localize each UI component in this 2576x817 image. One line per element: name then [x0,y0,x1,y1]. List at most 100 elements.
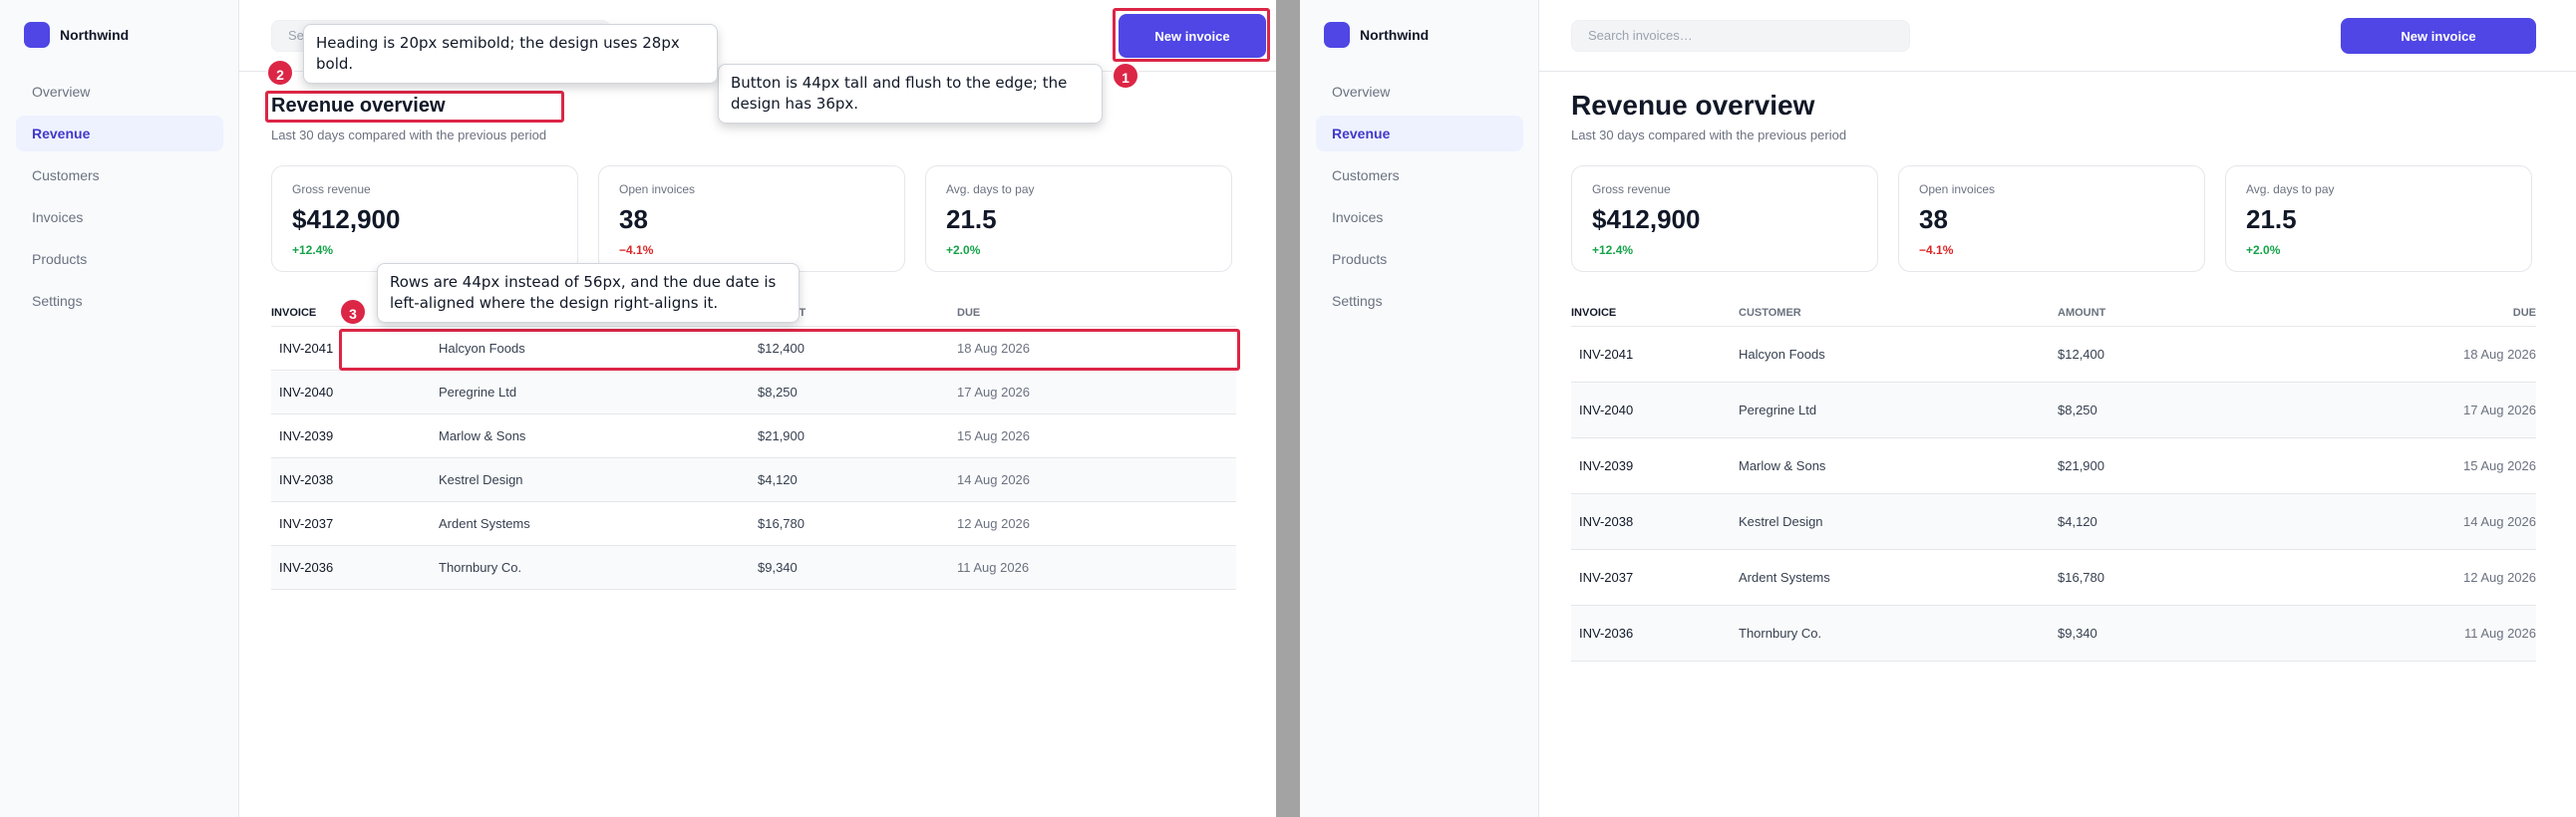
cell-amount: $21,900 [2058,458,2104,473]
annotation-callout-3: Rows are 44px instead of 56px, and the d… [377,263,800,323]
stat-label: Avg. days to pay [2246,182,2335,196]
cell-due: 14 Aug 2026 [2462,514,2536,529]
stat-value: 38 [619,204,648,234]
table-row[interactable]: INV-2039 Marlow & Sons $21,900 15 Aug 20… [1571,438,2536,494]
cell-due: 15 Aug 2026 [957,428,1031,443]
stat-value: 38 [1919,204,1948,234]
main-content: Search invoices… New invoice Revenue ove… [1539,0,2576,817]
cell-amount: $21,900 [758,428,805,443]
stat-label: Avg. days to pay [946,182,1035,196]
annotation-badge-1: 1 [1112,62,1139,90]
cell-amount: $4,120 [2058,514,2097,529]
table-row[interactable]: INV-2040 Peregrine Ltd $8,250 17 Aug 202… [271,371,1236,414]
sidebar-item-settings[interactable]: Settings [1332,293,1383,309]
sidebar-item-settings[interactable]: Settings [32,293,83,309]
sidebar-item-overview[interactable]: Overview [32,84,91,100]
table-row[interactable]: INV-2037 Ardent Systems $16,780 12 Aug 2… [271,502,1236,546]
cell-amount: $12,400 [2058,347,2104,362]
cell-invoice: INV-2036 [1579,626,1634,641]
column-header-due[interactable]: DUE [957,306,981,319]
stat-card-avg-days-to-pay: Avg. days to pay 21.5 +2.0% [2225,165,2532,272]
cell-due: 15 Aug 2026 [2462,458,2536,473]
stat-value: 21.5 [2246,204,2297,234]
stat-card-avg-days-to-pay: Avg. days to pay 21.5 +2.0% [925,165,1232,272]
stat-delta: +12.4% [292,243,334,257]
sidebar-item-customers[interactable]: Customers [32,167,100,183]
new-invoice-button[interactable]: New invoice [1119,14,1266,58]
cell-customer: Kestrel Design [439,472,523,487]
page-title: Revenue overview [271,95,446,117]
stat-label: Gross revenue [1592,182,1671,196]
annotation-callout-2: Heading is 20px semibold; the design use… [303,24,718,84]
table-row[interactable]: INV-2037 Ardent Systems $16,780 12 Aug 2… [1571,550,2536,606]
stat-value: $412,900 [1592,204,1701,234]
stats-row: Gross revenue $412,900 +12.4% Open invoi… [1571,165,2532,272]
stat-label: Open invoices [1919,182,1996,196]
stat-delta: +12.4% [1592,243,1634,257]
cell-invoice: INV-2040 [279,385,334,400]
table-row[interactable]: INV-2041 Halcyon Foods $12,400 18 Aug 20… [1571,327,2536,383]
table-row[interactable]: INV-2038 Kestrel Design $4,120 14 Aug 20… [1571,494,2536,550]
cell-due: 12 Aug 2026 [957,516,1031,531]
stat-card-gross-revenue: Gross revenue $412,900 +12.4% [271,165,578,272]
stat-label: Gross revenue [292,182,371,196]
cell-due: 14 Aug 2026 [957,472,1031,487]
cell-invoice: INV-2041 [1579,347,1634,362]
sidebar-item-products[interactable]: Products [1332,251,1388,267]
sidebar-item-customers[interactable]: Customers [1332,167,1400,183]
stat-value: $412,900 [292,204,401,234]
cell-due: 17 Aug 2026 [957,385,1031,400]
cell-amount: $12,400 [758,341,805,356]
cell-invoice: INV-2038 [279,472,334,487]
cell-customer: Halcyon Foods [1739,347,1825,362]
column-header-invoice[interactable]: INVOICE [271,306,317,319]
sidebar-item-revenue[interactable]: Revenue [16,116,223,151]
cell-invoice: INV-2039 [279,428,334,443]
column-header-amount[interactable]: AMOUNT [2058,306,2106,319]
cell-amount: $16,780 [758,516,805,531]
main-content: Search invoices… New invoice Revenue ove… [239,0,1276,817]
cell-customer: Peregrine Ltd [1739,403,1817,417]
table-row[interactable]: INV-2041 Halcyon Foods $12,400 18 Aug 20… [271,327,1236,371]
cell-customer: Thornbury Co. [439,560,522,575]
sidebar-item-revenue[interactable]: Revenue [1316,116,1523,151]
cell-invoice: INV-2041 [279,341,334,356]
brand: Northwind [24,22,129,48]
table-row[interactable]: INV-2036 Thornbury Co. $9,340 11 Aug 202… [1571,606,2536,662]
search-input[interactable]: Search invoices… [1571,20,1910,52]
cell-customer: Thornbury Co. [1739,626,1822,641]
stat-delta: +2.0% [946,243,981,257]
stat-value: 21.5 [946,204,997,234]
cell-invoice: INV-2036 [279,560,334,575]
cell-due: 18 Aug 2026 [957,341,1031,356]
cell-customer: Ardent Systems [1739,570,1830,585]
table-row[interactable]: INV-2040 Peregrine Ltd $8,250 17 Aug 202… [1571,383,2536,438]
sidebar-item-overview[interactable]: Overview [1332,84,1391,100]
cell-due: 17 Aug 2026 [2462,403,2536,417]
topbar: Search invoices… New invoice [1539,0,2576,72]
sidebar-item-invoices[interactable]: Invoices [1332,209,1384,225]
cell-due: 11 Aug 2026 [957,560,1030,575]
invoice-table: INVOICE CUSTOMER AMOUNT DUE INV-2041 Hal… [1571,299,2536,662]
stat-delta: −4.1% [619,243,654,257]
column-header-due[interactable]: DUE [2512,306,2536,319]
column-header-customer[interactable]: CUSTOMER [1739,306,1801,319]
cell-amount: $4,120 [758,472,798,487]
column-header-invoice[interactable]: INVOICE [1571,306,1617,319]
table-row[interactable]: INV-2036 Thornbury Co. $9,340 11 Aug 202… [271,546,1236,590]
page-subtitle: Last 30 days compared with the previous … [1571,128,1847,142]
sidebar-nav: Overview Revenue Customers Invoices Prod… [16,74,223,325]
cell-customer: Ardent Systems [439,516,530,531]
sidebar-item-invoices[interactable]: Invoices [32,209,84,225]
cell-due: 12 Aug 2026 [2462,570,2536,585]
cell-customer: Halcyon Foods [439,341,525,356]
new-invoice-button[interactable]: New invoice [2341,18,2536,54]
table-row[interactable]: INV-2038 Kestrel Design $4,120 14 Aug 20… [271,458,1236,502]
sidebar-item-products[interactable]: Products [32,251,88,267]
page-subtitle: Last 30 days compared with the previous … [271,128,547,142]
table-row[interactable]: INV-2039 Marlow & Sons $21,900 15 Aug 20… [271,414,1236,458]
cell-invoice: INV-2037 [279,516,334,531]
table-header: INVOICE CUSTOMER AMOUNT DUE [1571,299,2536,327]
brand-name: Northwind [1360,27,1430,43]
